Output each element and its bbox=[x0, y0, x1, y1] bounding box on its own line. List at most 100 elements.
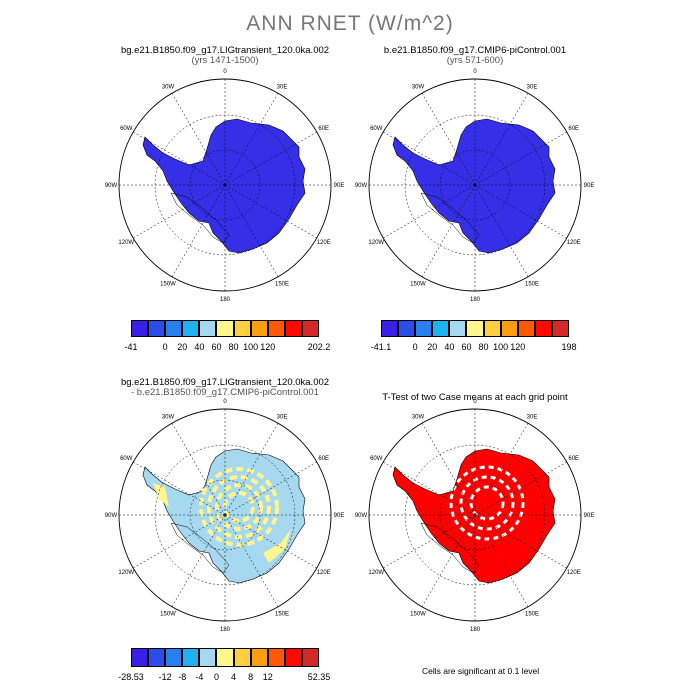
longitude-label: 0 bbox=[473, 399, 477, 405]
longitude-label: 90E bbox=[584, 513, 595, 519]
colorbar-case1-swatch bbox=[148, 320, 166, 337]
colorbar-case2-swatch bbox=[398, 320, 416, 337]
colorbar-difference-swatch bbox=[267, 648, 285, 667]
colorbar-difference-swatch bbox=[148, 648, 166, 667]
panel3-title: bg.e21.B1850.f09_g17.LIGtransient_120.0k… bbox=[120, 377, 330, 388]
colorbar-case1 bbox=[131, 320, 319, 337]
meridian-line bbox=[224, 461, 317, 516]
longitude-label: 120E bbox=[317, 570, 331, 576]
meridian-line bbox=[474, 514, 567, 569]
map-panel-ttest: 0 30E 60E 90E 120E 150E 180 150W 120W 90W 60W 30W bbox=[355, 399, 595, 633]
meridian-line bbox=[224, 184, 279, 277]
map-border bbox=[118, 78, 332, 292]
meridian-line bbox=[474, 131, 567, 186]
meridian-line bbox=[224, 184, 317, 239]
map-content: 0 30E 60E 90E 120E 150E 180 150W 120W 90W 60W 30W bbox=[355, 399, 595, 633]
latitude-circle bbox=[439, 149, 511, 221]
meridian-line bbox=[224, 93, 279, 186]
colorbar-case2-swatch bbox=[483, 320, 501, 337]
meridian-line bbox=[171, 184, 226, 277]
colorbar-case1-tick-label: 0 bbox=[162, 342, 168, 352]
colorbar-case1-swatch bbox=[301, 320, 319, 337]
longitude-label: 150E bbox=[525, 612, 539, 618]
ice-shelf-outline bbox=[420, 192, 480, 244]
longitude-label: 0 bbox=[223, 399, 227, 405]
longitude-label: 150W bbox=[410, 282, 426, 288]
significant-region bbox=[393, 449, 555, 583]
colorbar-difference-swatch bbox=[199, 648, 217, 667]
longitude-label: 30W bbox=[412, 414, 425, 420]
meridian-line bbox=[133, 184, 226, 239]
map-content: 0 30E 60E 90E 120E 150E 180 150W 120W 90W 60W 30W bbox=[355, 69, 595, 303]
continent-fill bbox=[142, 118, 306, 254]
longitude-label: 0 bbox=[223, 69, 227, 75]
longitude-label: 60E bbox=[568, 126, 579, 132]
meridian-line bbox=[224, 423, 279, 516]
colorbar-difference-tick-label: -8 bbox=[178, 672, 187, 682]
colorbar-case1-swatch bbox=[284, 320, 302, 337]
colorbar-case1-swatch bbox=[216, 320, 234, 337]
longitude-label: 120W bbox=[368, 570, 384, 576]
colorbar-case2-tick-label: 20 bbox=[427, 342, 438, 352]
colorbar-case1-labels: -41 0 20 40 60 80 100 120 202.2 bbox=[124, 342, 330, 354]
colorbar-case2-swatch bbox=[381, 320, 399, 337]
longitude-label: 90W bbox=[355, 183, 368, 189]
colorbar-case2-tick-label: 120 bbox=[510, 342, 526, 352]
colorbar-difference-tick-label: -12 bbox=[158, 672, 172, 682]
longitude-label: 90E bbox=[584, 183, 595, 189]
map-panel-difference: 0 30E 60E 90E 120E 150E 180 150W 120W 90W 60W 30W bbox=[105, 399, 345, 633]
longitude-label: 180 bbox=[220, 297, 231, 303]
colorbar-difference-swatch bbox=[131, 648, 149, 667]
colorbar-case1-tick-label: 60 bbox=[211, 342, 222, 352]
colorbar-difference bbox=[131, 648, 319, 667]
ice-shelf-outline bbox=[420, 522, 480, 574]
colorbar-case1-swatch bbox=[250, 320, 268, 337]
colorbar-case2-swatch bbox=[551, 320, 569, 337]
latitude-circle bbox=[439, 479, 511, 551]
colorbar-case2-tick-label: 0 bbox=[412, 342, 418, 352]
latitude-circle bbox=[189, 149, 261, 221]
colorbar-case1-swatch bbox=[233, 320, 251, 337]
colorbar-difference-swatch bbox=[284, 648, 302, 667]
non-significant-band bbox=[459, 475, 515, 531]
longitude-label: 150W bbox=[160, 282, 176, 288]
longitude-label: 60W bbox=[120, 126, 133, 132]
panel1-subtitle: (yrs 1471-1500) bbox=[191, 55, 259, 66]
continent-fill bbox=[142, 448, 306, 584]
colorbar-case2-tick-label: 40 bbox=[444, 342, 455, 352]
ice-shelf-outline bbox=[170, 522, 230, 574]
colorbar-case1-tick-label: 202.2 bbox=[307, 342, 331, 352]
colorbar-difference-tick-label: 0 bbox=[213, 672, 219, 682]
non-significant-band bbox=[469, 485, 505, 521]
ice-shelf-outline bbox=[170, 192, 230, 244]
meridian-line bbox=[421, 423, 476, 516]
colorbar-case1-swatch bbox=[267, 320, 285, 337]
meridian-line bbox=[383, 131, 476, 186]
longitude-label: 150E bbox=[275, 612, 289, 618]
panel4-title: T-Test of two Case means at each grid po… bbox=[382, 392, 568, 403]
meridian-line bbox=[224, 514, 279, 607]
longitude-label: 180 bbox=[220, 627, 231, 633]
longitude-label: 30W bbox=[162, 414, 175, 420]
significance-note: Cells are significant at 0.1 level bbox=[422, 666, 540, 676]
colorbar-difference-labels: -28.53 -12 -8 -4 0 4 8 12 52.35 bbox=[118, 672, 330, 684]
panel1-title: bg.e21.B1850.f09_g17.LIGtransient_120.0k… bbox=[120, 45, 330, 56]
panel3-subtitle: - b.e21.B1850.f09_g17.CMIP6-piControl.00… bbox=[130, 387, 319, 398]
longitude-label: 90W bbox=[355, 513, 368, 519]
longitude-label: 90E bbox=[334, 513, 345, 519]
longitude-label: 120W bbox=[118, 570, 134, 576]
longitude-label: 90W bbox=[105, 183, 118, 189]
longitude-label: 120W bbox=[118, 240, 134, 246]
map-content: 0 30E 60E 90E 120E 150E 180 150W 120W 90W 60W 30W bbox=[105, 69, 345, 303]
latitude-circle bbox=[189, 479, 261, 551]
colorbar-difference-tick-label: -4 bbox=[195, 672, 204, 682]
longitude-label: 90E bbox=[334, 183, 345, 189]
colorbar-difference-tick-label: 8 bbox=[248, 672, 254, 682]
colorbar-case2-tick-label: -41.1 bbox=[370, 342, 392, 352]
colorbar-case2-swatch bbox=[500, 320, 518, 337]
meridian-line bbox=[474, 184, 529, 277]
longitude-label: 120E bbox=[567, 240, 581, 246]
colorbar-case2-labels: -41.1 0 20 40 60 80 100 120 198 bbox=[371, 342, 577, 354]
positive-patch bbox=[153, 483, 169, 507]
longitude-label: 60W bbox=[370, 126, 383, 132]
